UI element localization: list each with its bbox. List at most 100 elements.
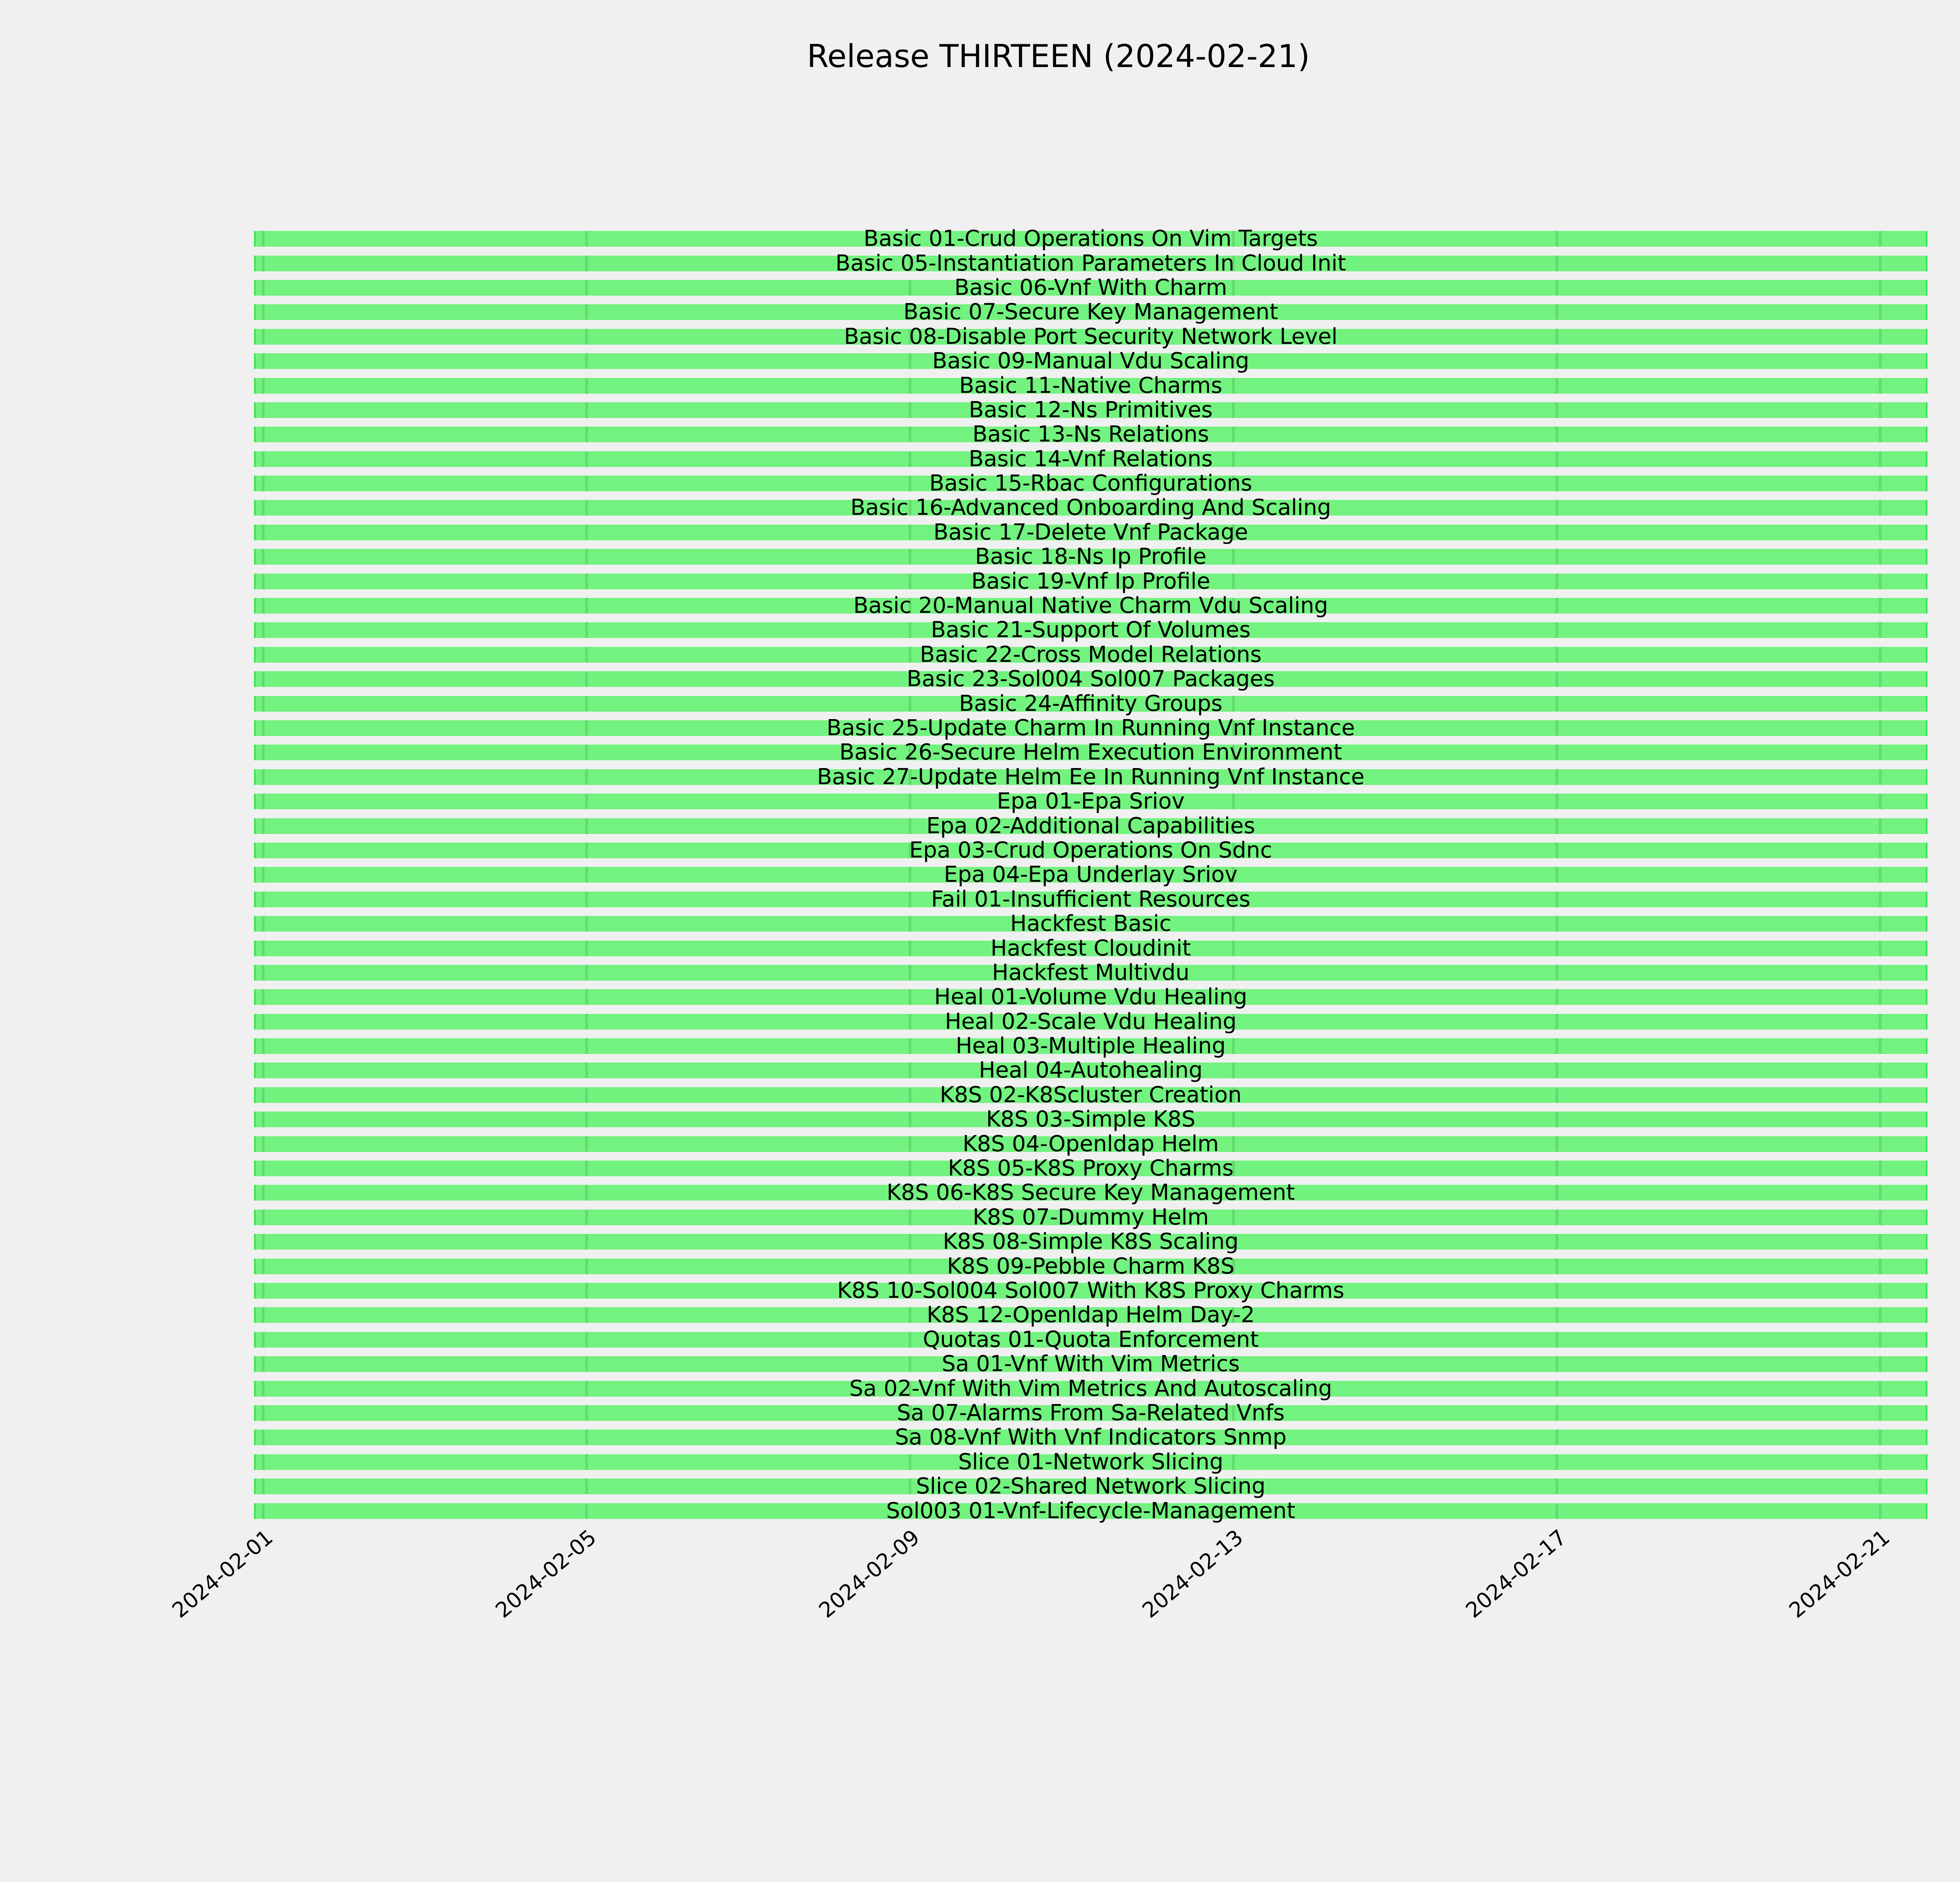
gantt-row: Basic 27-Update Helm Ee In Running Vnf I… <box>254 765 1927 789</box>
gantt-row: Basic 15-Rbac Configurations <box>254 471 1927 496</box>
gantt-row: Basic 24-Affinity Groups <box>254 691 1927 716</box>
gantt-row: Heal 02-Scale Vdu Healing <box>254 1010 1927 1034</box>
task-label: Basic 01-Crud Operations On Vim Targets <box>864 226 1318 252</box>
gantt-row: Basic 21-Support Of Volumes <box>254 618 1927 642</box>
task-bar: Basic 24-Affinity Groups <box>254 692 1927 714</box>
task-bar: Basic 17-Delete Vnf Package <box>254 521 1927 543</box>
task-label: Basic 16-Advanced Onboarding And Scaling <box>850 495 1331 521</box>
gantt-row: Basic 06-Vnf With Charm <box>254 276 1927 300</box>
task-bar: Epa 04-Epa Underlay Sriov <box>254 864 1927 886</box>
x-tick-label: 2024-02-17 <box>1461 1524 1571 1623</box>
task-bar: Heal 01-Volume Vdu Healing <box>254 984 1927 1010</box>
task-label: K8S 04-Openldap Helm <box>962 1131 1219 1157</box>
task-label: Sa 08-Vnf With Vnf Indicators Snmp <box>895 1424 1287 1450</box>
task-bar: Epa 03-Crud Operations On Sdnc <box>254 839 1927 861</box>
task-bar: Epa 01-Epa Sriov <box>254 790 1927 812</box>
x-axis: 2024-02-01 2024-02-05 2024-02-09 2024-02… <box>0 1523 1960 1688</box>
task-label: Basic 26-Secure Helm Execution Environme… <box>839 739 1342 765</box>
gantt-row: Basic 07-Secure Key Management <box>254 300 1927 324</box>
task-label: Heal 04-Autohealing <box>979 1057 1203 1083</box>
task-label: K8S 06-K8S Secure Key Management <box>886 1180 1295 1206</box>
task-bar: K8S 12-Openldap Helm Day-2 <box>254 1302 1927 1328</box>
gantt-row: K8S 05-K8S Proxy Charms <box>254 1156 1927 1181</box>
task-label: Heal 01-Volume Vdu Healing <box>934 984 1247 1010</box>
task-bar: Sa 08-Vnf With Vnf Indicators Snmp <box>254 1426 1927 1448</box>
task-label: Epa 02-Additional Capabilities <box>926 813 1255 839</box>
gantt-row: Basic 22-Cross Model Relations <box>254 643 1927 667</box>
task-label: Basic 08-Disable Port Security Network L… <box>844 323 1338 349</box>
task-bar: Sa 01-Vnf With Vim Metrics <box>254 1351 1927 1377</box>
gantt-row: Basic 23-Sol004 Sol007 Packages <box>254 667 1927 691</box>
task-bar: Basic 12-Ns Primitives <box>254 399 1927 421</box>
x-tick-label: 2024-02-05 <box>491 1524 601 1623</box>
gantt-row: Hackfest Cloudinit <box>254 936 1927 960</box>
x-tick-label: 2024-02-09 <box>814 1524 924 1623</box>
task-label: Sol003 01-Vnf-Lifecycle-Management <box>886 1498 1296 1524</box>
task-bar: Quotas 01-Quota Enforcement <box>254 1328 1927 1350</box>
task-bar: K8S 08-Simple K8S Scaling <box>254 1229 1927 1255</box>
task-bar: Slice 02-Shared Network Slicing <box>254 1475 1927 1497</box>
gantt-row: Basic 19-Vnf Ip Profile <box>254 569 1927 593</box>
task-label: Basic 15-Rbac Configurations <box>929 470 1252 496</box>
task-bar: K8S 07-Dummy Helm <box>254 1206 1927 1228</box>
gantt-row: Basic 16-Advanced Onboarding And Scaling <box>254 496 1927 520</box>
task-label: Basic 20-Manual Native Charm Vdu Scaling <box>853 593 1328 619</box>
task-bar: Slice 01-Network Slicing <box>254 1451 1927 1473</box>
task-label: K8S 07-Dummy Helm <box>973 1204 1209 1230</box>
task-bar: K8S 09-Pebble Charm K8S <box>254 1255 1927 1277</box>
x-tick-label: 2024-02-01 <box>167 1524 278 1623</box>
task-label: Fail 01-Insufficient Resources <box>931 886 1250 912</box>
gantt-row: Basic 17-Delete Vnf Package <box>254 520 1927 545</box>
task-bar: Basic 11-Native Charms <box>254 372 1927 398</box>
task-label: Hackfest Cloudinit <box>990 935 1191 961</box>
task-label: Basic 17-Delete Vnf Package <box>933 519 1248 545</box>
gantt-row: Basic 11-Native Charms <box>254 373 1927 398</box>
gantt-row: Sa 02-Vnf With Vim Metrics And Autoscali… <box>254 1376 1927 1401</box>
task-label: K8S 08-Simple K8S Scaling <box>943 1229 1239 1255</box>
task-label: K8S 03-Simple K8S <box>986 1106 1196 1132</box>
task-bar: Basic 13-Ns Relations <box>254 423 1927 445</box>
gantt-row: K8S 12-Openldap Helm Day-2 <box>254 1303 1927 1327</box>
task-bar: K8S 04-Openldap Helm <box>254 1131 1927 1157</box>
gantt-row: Sa 08-Vnf With Vnf Indicators Snmp <box>254 1425 1927 1450</box>
task-bar: Basic 18-Ns Ip Profile <box>254 546 1927 568</box>
task-bar: Sa 07-Alarms From Sa-Related Vnfs <box>254 1402 1927 1424</box>
task-bar: Sol003 01-Vnf-Lifecycle-Management <box>254 1498 1927 1524</box>
task-bar: Heal 02-Scale Vdu Healing <box>254 1010 1927 1032</box>
task-bar: Heal 03-Multiple Healing <box>254 1033 1927 1059</box>
task-bar: Basic 19-Vnf Ip Profile <box>254 570 1927 592</box>
task-bar: Basic 26-Secure Helm Execution Environme… <box>254 741 1927 763</box>
task-label: Basic 06-Vnf With Charm <box>954 274 1227 300</box>
task-bar: Basic 15-Rbac Configurations <box>254 472 1927 494</box>
gantt-row: Basic 25-Update Charm In Running Vnf Ins… <box>254 716 1927 740</box>
task-bar: Hackfest Basic <box>254 913 1927 935</box>
gantt-row: Heal 03-Multiple Healing <box>254 1034 1927 1058</box>
task-label: Basic 19-Vnf Ip Profile <box>971 568 1210 594</box>
task-label: Basic 11-Native Charms <box>959 372 1223 398</box>
gantt-row: Hackfest Basic <box>254 912 1927 936</box>
gantt-row: Basic 18-Ns Ip Profile <box>254 545 1927 569</box>
task-bar: K8S 10-Sol004 Sol007 With K8S Proxy Char… <box>254 1279 1927 1301</box>
task-bar: Basic 08-Disable Port Security Network L… <box>254 323 1927 349</box>
task-bar: Heal 04-Autohealing <box>254 1059 1927 1081</box>
task-bar: Basic 22-Cross Model Relations <box>254 643 1927 665</box>
task-label: Heal 03-Multiple Healing <box>956 1033 1226 1059</box>
gantt-row: Heal 01-Volume Vdu Healing <box>254 985 1927 1009</box>
gantt-row: Fail 01-Insufficient Resources <box>254 887 1927 912</box>
task-label: Sa 02-Vnf With Vim Metrics And Autoscali… <box>849 1375 1332 1401</box>
chart-title: Release THIRTEEN (2024-02-21) <box>807 38 1310 74</box>
task-bar: K8S 06-K8S Secure Key Management <box>254 1180 1927 1206</box>
task-bar: Basic 16-Advanced Onboarding And Scaling <box>254 495 1927 521</box>
task-label: Hackfest Multivdu <box>992 959 1190 985</box>
task-label: Basic 07-Secure Key Management <box>903 299 1278 325</box>
task-label: Sa 01-Vnf With Vim Metrics <box>942 1351 1240 1377</box>
task-bar: Basic 25-Update Charm In Running Vnf Ins… <box>254 717 1927 739</box>
task-label: Epa 01-Epa Sriov <box>996 788 1185 814</box>
task-label: Basic 23-Sol004 Sol007 Packages <box>907 666 1275 692</box>
task-label: K8S 12-Openldap Helm Day-2 <box>927 1302 1255 1328</box>
task-label: Basic 13-Ns Relations <box>972 421 1209 447</box>
task-bar: Basic 07-Secure Key Management <box>254 299 1927 325</box>
gantt-row: K8S 03-Simple K8S <box>254 1107 1927 1132</box>
task-bar: Basic 27-Update Helm Ee In Running Vnf I… <box>254 766 1927 788</box>
